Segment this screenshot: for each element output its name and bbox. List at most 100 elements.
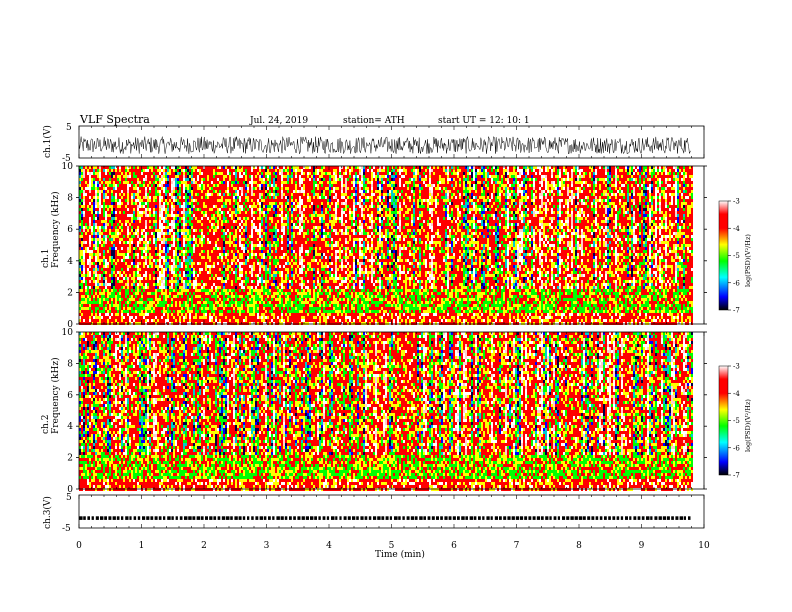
spectrogram-cell (251, 184, 253, 187)
spectrogram-cell (223, 304, 225, 307)
spectrogram-cell (125, 229, 127, 232)
spectrogram-cell (205, 268, 207, 271)
spectrogram-cell (187, 286, 189, 289)
spectrogram-cell (245, 262, 247, 265)
spectrogram-cell (239, 286, 241, 289)
spectrogram-cell (83, 190, 85, 193)
spectrogram-cell (125, 187, 127, 190)
spectrogram-cell (103, 202, 105, 205)
spectrogram-cell (225, 286, 227, 289)
spectrogram-cell (241, 274, 243, 277)
spectrogram-cell (175, 193, 177, 196)
spectrogram-cell (135, 244, 137, 247)
spectrogram-cell (127, 202, 129, 205)
spectrogram-cell (179, 274, 181, 277)
spectrogram-cell (265, 166, 267, 169)
spectrogram-cell (127, 214, 129, 217)
spectrogram-cell (239, 238, 241, 241)
spectrogram-cell (245, 253, 247, 256)
spectrogram-cell (187, 259, 189, 262)
spectrogram-cell (153, 241, 155, 244)
spectrogram-cell (243, 199, 245, 202)
spectrogram-cell (85, 274, 87, 277)
spectrogram-cell (265, 316, 267, 319)
spectrogram-cell (169, 193, 171, 196)
spectrogram-cell (149, 289, 151, 292)
spectrogram-cell (161, 307, 163, 310)
spectrogram-cell (107, 295, 109, 298)
spectrogram-cell (229, 205, 231, 208)
spectrogram-cell (89, 235, 91, 238)
spectrogram-cell (259, 235, 261, 238)
spectrogram-cell (199, 226, 201, 229)
spectrogram-cell (89, 286, 91, 289)
spectrogram-cell (153, 169, 155, 172)
spectrogram-cell (225, 250, 227, 253)
spectrogram-cell (175, 310, 177, 313)
spectrogram-cell (107, 268, 109, 271)
spectrogram-cell (185, 292, 187, 295)
spectrogram-cell (133, 226, 135, 229)
spectrogram-cell (263, 181, 265, 184)
spectrogram-cell (219, 193, 221, 196)
spectrogram-cell (171, 256, 173, 259)
spectrogram-cell (187, 295, 189, 298)
spectrogram-cell (197, 310, 199, 313)
spectrogram-cell (129, 274, 131, 277)
spectrogram-cell (161, 214, 163, 217)
spectrogram-cell (175, 271, 177, 274)
spectrogram-cell (213, 220, 215, 223)
spectrogram-cell (127, 301, 129, 304)
spectrogram-cell (185, 319, 187, 322)
spectrogram-cell (115, 250, 117, 253)
spectrogram-cell (129, 169, 131, 172)
spectrogram-cell (227, 268, 229, 271)
spectrogram-cell (137, 226, 139, 229)
spectrogram-cell (185, 301, 187, 304)
spectrogram-cell (167, 316, 169, 319)
spectrogram-cell (149, 295, 151, 298)
spectrogram-cell (159, 250, 161, 253)
spectrogram-cell (219, 214, 221, 217)
spectrogram-cell (115, 235, 117, 238)
spectrogram-cell (253, 271, 255, 274)
spectrogram-cell (185, 220, 187, 223)
spectrogram-cell (197, 175, 199, 178)
spectrogram-cell (231, 205, 233, 208)
spectrogram-cell (113, 220, 115, 223)
spectrogram-cell (93, 313, 95, 316)
spectrogram-cell (99, 232, 101, 235)
station-label: station= ATH (343, 116, 405, 126)
spectrogram-cell (181, 178, 183, 181)
spectrogram-cell (261, 217, 263, 220)
spectrogram-cell (151, 250, 153, 253)
spectrogram-cell (101, 295, 103, 298)
spectrogram-cell (223, 193, 225, 196)
spectrogram-cell (233, 199, 235, 202)
spectrogram-cell (169, 274, 171, 277)
spectrogram-cell (147, 211, 149, 214)
spectrogram-cell (187, 199, 189, 202)
spectrogram-cell (153, 304, 155, 307)
spectrogram-cell (97, 295, 99, 298)
spectrogram-cell (85, 199, 87, 202)
spectrogram-cell (183, 250, 185, 253)
spectrogram-cell (263, 319, 265, 322)
spectrogram-cell (137, 271, 139, 274)
spectrogram-cell (249, 199, 251, 202)
spectrogram-cell (177, 283, 179, 286)
spectrogram-cell (161, 298, 163, 301)
spectrogram-cell (115, 193, 117, 196)
spectrogram-cell (93, 190, 95, 193)
spectrogram-cell (115, 244, 117, 247)
spectrogram-cell (235, 280, 237, 283)
spectrogram-cell (243, 226, 245, 229)
spectrogram-cell (221, 172, 223, 175)
spectrogram-cell (97, 280, 99, 283)
spectrogram-cell (165, 316, 167, 319)
spectrogram-cell (211, 253, 213, 256)
spectrogram-cell (201, 319, 203, 322)
spectrogram-cell (259, 262, 261, 265)
spectrogram-cell (133, 223, 135, 226)
spectrogram-cell (175, 235, 177, 238)
